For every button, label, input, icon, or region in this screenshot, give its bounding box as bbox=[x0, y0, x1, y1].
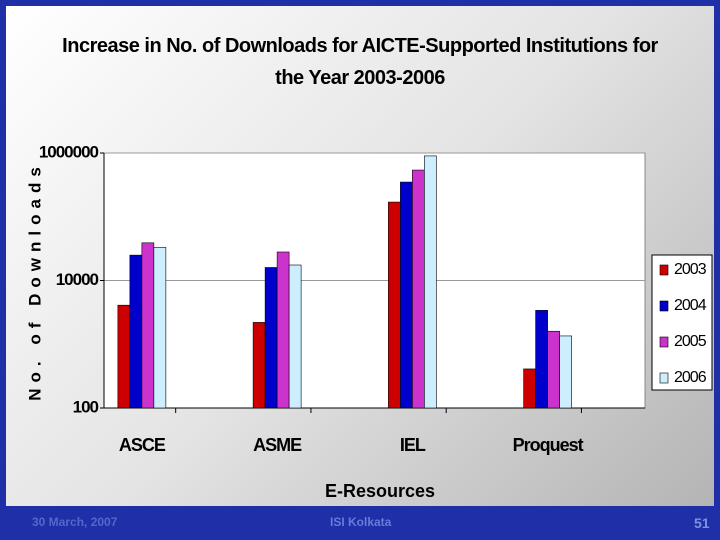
bar bbox=[535, 310, 548, 409]
bar bbox=[388, 201, 401, 409]
footer-date: 30 March, 2007 bbox=[32, 515, 118, 529]
bar bbox=[117, 304, 131, 409]
bar bbox=[424, 155, 437, 409]
y-tick-label: 100 bbox=[73, 397, 99, 416]
y-tick-label: 1000000 bbox=[39, 142, 99, 161]
legend-swatch bbox=[659, 372, 669, 384]
bar bbox=[276, 251, 290, 409]
x-tick-label: Proquest bbox=[513, 435, 584, 455]
legend-box bbox=[651, 254, 713, 391]
chart-title: Increase in No. of Downloads for AICTE-S… bbox=[62, 35, 658, 89]
x-axis-title: E-Resources bbox=[325, 481, 435, 501]
bar bbox=[400, 181, 413, 409]
legend-label: 2004 bbox=[674, 297, 707, 314]
bar bbox=[288, 264, 302, 409]
x-tick-label: ASME bbox=[253, 435, 302, 455]
footer-org: ISI Kolkata bbox=[330, 515, 392, 529]
legend-label: 2005 bbox=[674, 333, 707, 350]
legend-label: 2003 bbox=[674, 261, 707, 278]
bar bbox=[129, 254, 143, 409]
legend-swatch bbox=[659, 264, 669, 276]
legend-swatch bbox=[659, 336, 669, 348]
bar bbox=[153, 247, 167, 409]
legend-label: 2006 bbox=[674, 369, 707, 386]
y-tick-label: 10000 bbox=[56, 270, 99, 289]
bar bbox=[264, 267, 278, 409]
bar bbox=[523, 368, 536, 409]
bar bbox=[141, 242, 155, 409]
y-axis-title: No. of Downloads bbox=[25, 161, 44, 401]
footer-page: 51 bbox=[694, 515, 710, 531]
x-tick-label: IEL bbox=[400, 435, 426, 455]
legend-swatch bbox=[659, 300, 669, 312]
bar bbox=[559, 335, 572, 409]
bar bbox=[547, 330, 560, 409]
x-tick-label: ASCE bbox=[119, 435, 166, 455]
bar bbox=[412, 169, 425, 409]
bar bbox=[252, 322, 266, 409]
